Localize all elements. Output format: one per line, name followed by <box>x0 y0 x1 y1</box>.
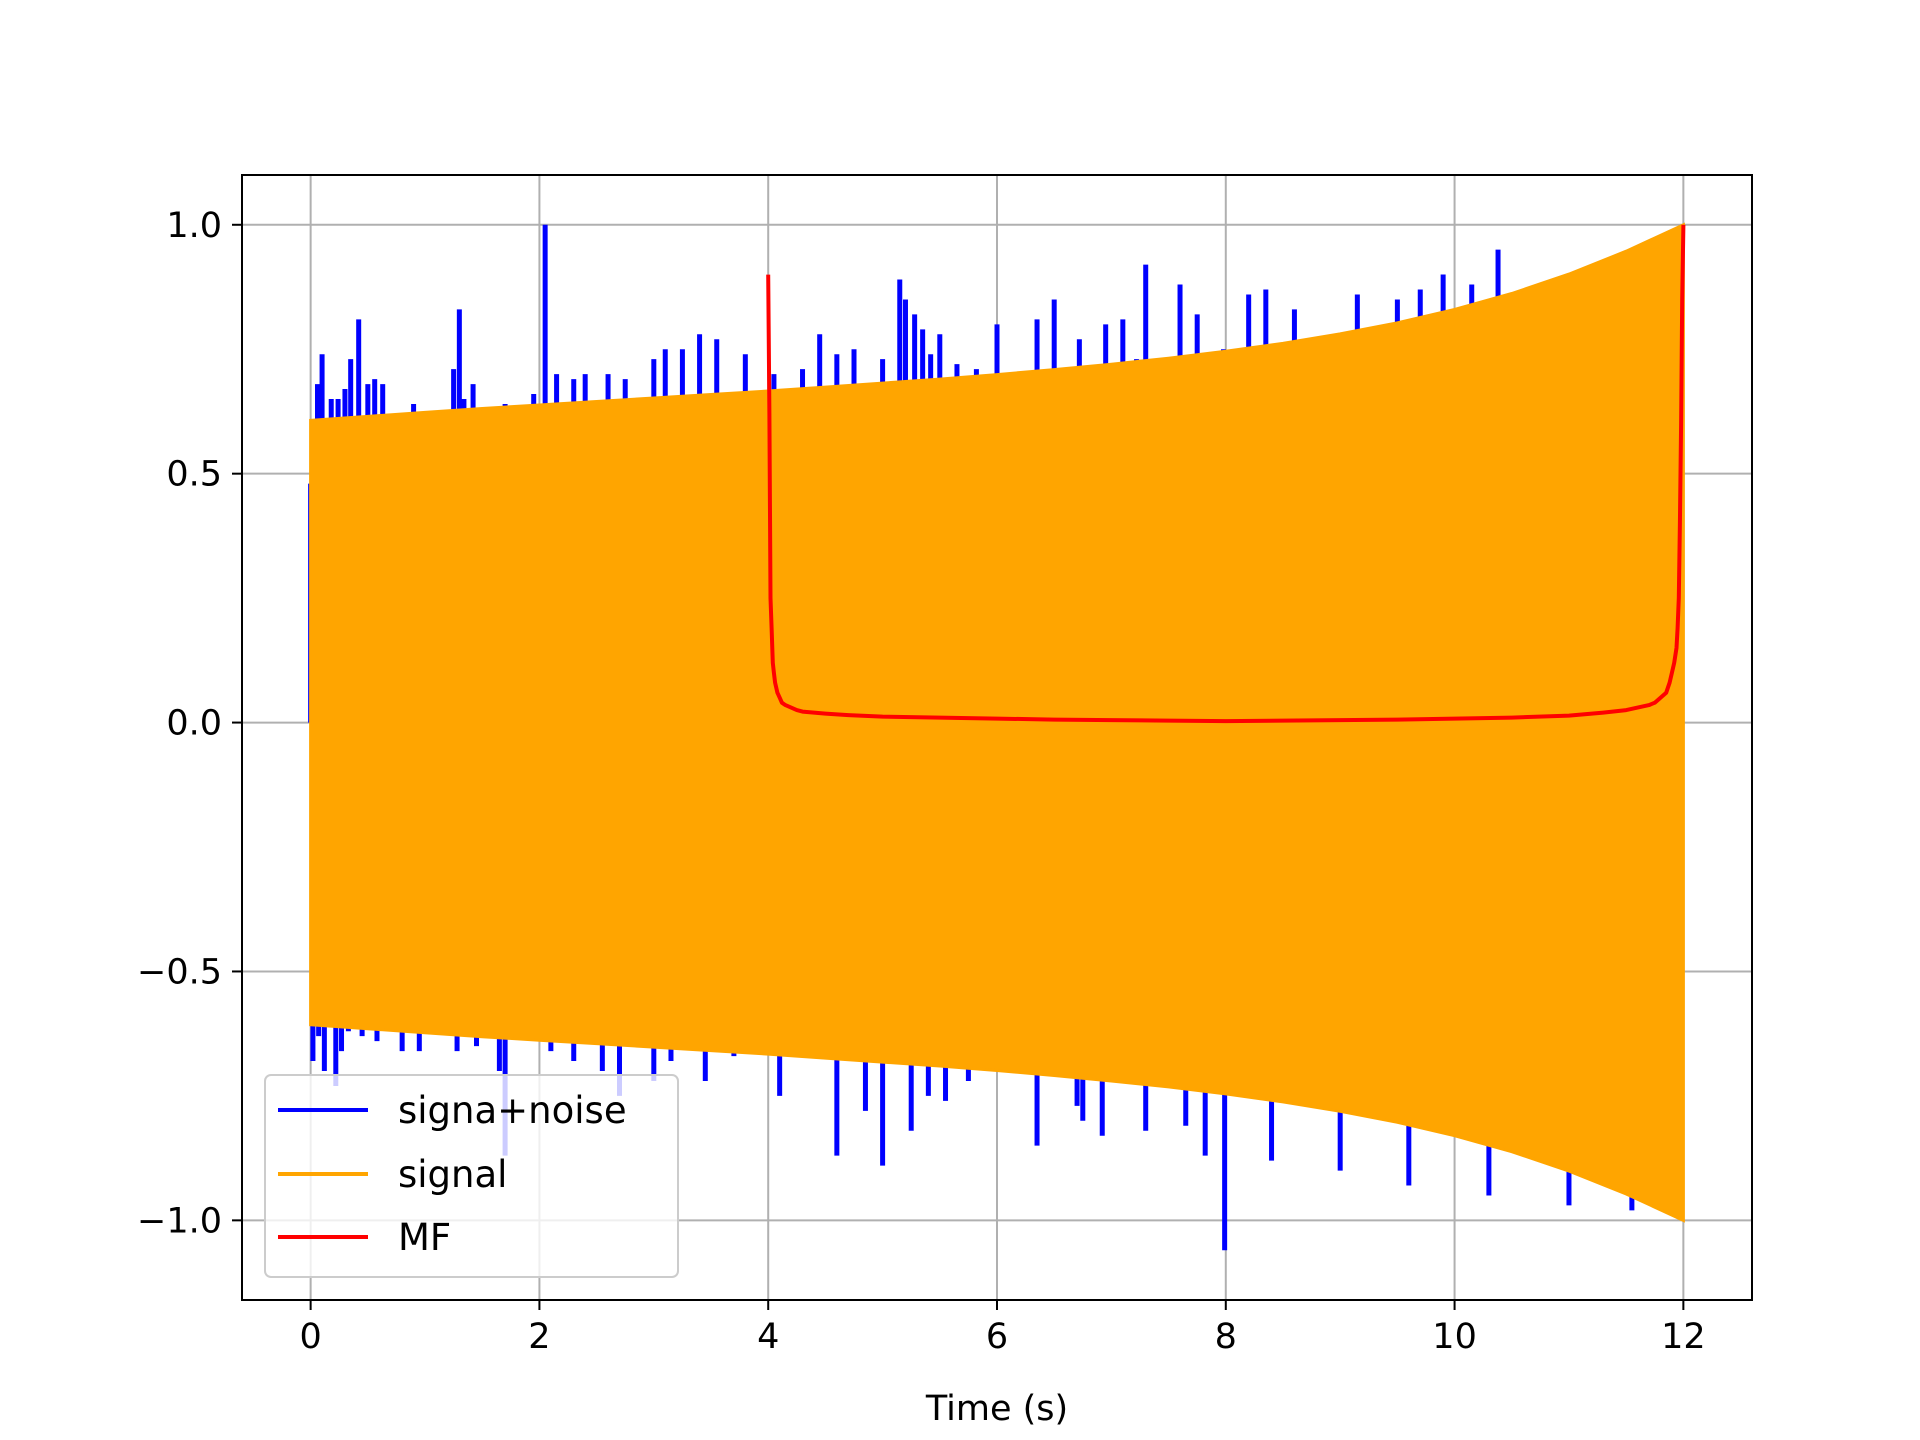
x-tick-label: 4 <box>757 1317 779 1357</box>
legend: signa+noise signal MF <box>264 1074 679 1278</box>
y-tick-label: −0.5 <box>137 952 222 992</box>
y-tick-label: −1.0 <box>137 1201 222 1241</box>
y-tick-label: 1.0 <box>166 206 222 246</box>
legend-label-mf: MF <box>398 1216 451 1259</box>
series-layer <box>308 222 1686 1251</box>
x-tick-label: 0 <box>299 1317 321 1357</box>
x-tick-label: 10 <box>1432 1317 1477 1357</box>
mf-line <box>766 224 1686 724</box>
x-tick-label: 2 <box>528 1317 550 1357</box>
legend-label-signal: signal <box>398 1153 507 1196</box>
x-tick-label: 12 <box>1661 1317 1706 1357</box>
x-axis-label: Time (s) <box>925 1389 1068 1429</box>
y-tick-label: 0.0 <box>166 704 222 744</box>
ticks: 0 2 4 6 8 10 12 −1.0 −0.5 0.0 0.5 1.0 <box>137 206 1706 1357</box>
x-tick-label: 6 <box>986 1317 1008 1357</box>
legend-box <box>264 1074 679 1278</box>
signal-envelope <box>309 222 1685 1223</box>
y-tick-label: 0.5 <box>166 455 222 495</box>
legend-label-signa-noise: signa+noise <box>398 1089 627 1132</box>
x-tick-label: 8 <box>1215 1317 1237 1357</box>
